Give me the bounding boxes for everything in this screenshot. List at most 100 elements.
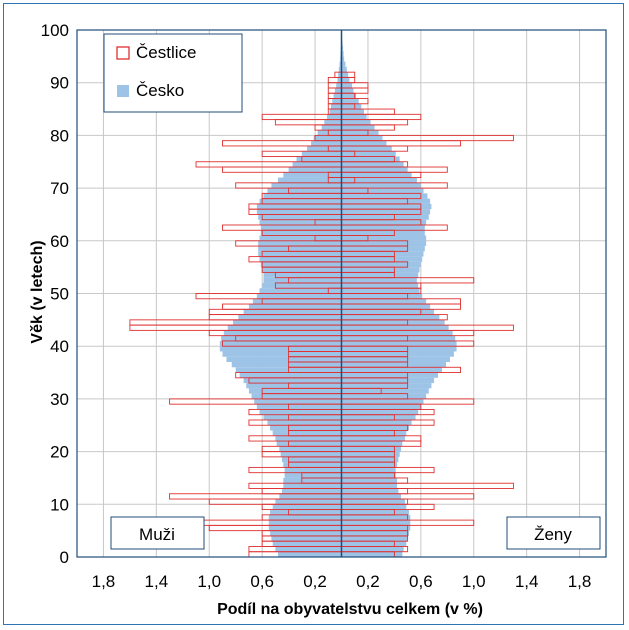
bar-cesko [248, 388, 429, 394]
x-tick-label: 0,2 [356, 572, 380, 591]
x-tick-label: 0,6 [250, 572, 274, 591]
y-tick-label: 70 [50, 179, 69, 198]
bar-cesko [279, 493, 402, 500]
y-tick-label: 50 [50, 285, 69, 304]
bar-cesko [272, 430, 407, 436]
y-tick-label: 0 [60, 548, 69, 567]
bar-cesko [256, 293, 423, 299]
bar-cesko [270, 530, 409, 536]
bar-cesko [283, 477, 398, 484]
bar-cesko [321, 124, 375, 131]
bar-cesko [226, 356, 450, 363]
bar-cesko [235, 367, 443, 373]
bar-cesko [256, 404, 421, 410]
bar-cesko [276, 441, 403, 447]
bar-cesko [267, 188, 424, 194]
bar-cesko [275, 435, 405, 442]
bar-cesko [260, 230, 425, 236]
label-male-box: Muži [110, 516, 205, 550]
bar-cesko [254, 398, 424, 405]
x-axis-title: Podíl na obyvatelstvu celkem (v %) [217, 601, 483, 618]
legend: Čestlice Česko [103, 33, 243, 113]
bar-cesko [338, 72, 349, 78]
legend-swatch-cestlice [116, 46, 130, 60]
bar-cesko [281, 488, 399, 494]
bar-cesko [283, 172, 412, 178]
x-axis-ticks: 1,8 1,4 1,0 0,6 0,2 0,2 0,6 1,0 1,4 1,8 [92, 572, 592, 591]
bar-cesko [270, 509, 409, 515]
label-male: Muži [139, 525, 175, 544]
y-tick-label: 10 [50, 495, 69, 514]
bar-cesko [262, 282, 419, 289]
bar-cesko [270, 425, 409, 431]
bar-cesko [288, 167, 408, 173]
bar-cesko [233, 319, 445, 326]
y-axis-ticks: 0 10 20 30 40 50 60 70 80 90 100 [41, 21, 69, 567]
bar-cesko [248, 304, 431, 310]
x-tick-label: 0,6 [409, 572, 433, 591]
legend-swatch-cesko [117, 85, 129, 97]
y-tick-label: 60 [50, 232, 69, 251]
bar-cesko [326, 114, 367, 120]
bar-cesko [223, 330, 453, 336]
bar-cesko [258, 214, 429, 220]
bar-cesko [272, 541, 407, 547]
y-tick-label: 90 [50, 74, 69, 93]
bar-cesko [252, 298, 427, 305]
y-tick-label: 80 [50, 126, 69, 145]
bar-cesko [263, 193, 428, 199]
x-tick-label: 1,8 [568, 572, 592, 591]
bar-cesko [272, 504, 407, 510]
bar-cesko [243, 309, 435, 315]
x-tick-label: 1,0 [197, 572, 221, 591]
bar-cesko [219, 340, 457, 347]
bar-cesko [243, 377, 435, 384]
bar-cesko [278, 177, 417, 183]
legend-label-cesko: Česko [136, 81, 184, 100]
bar-cesko [275, 546, 404, 552]
bar-cesko [301, 151, 396, 157]
bar-cesko [251, 393, 427, 399]
bar-cesko [239, 372, 439, 378]
y-tick-label: 20 [50, 443, 69, 462]
bar-cesko [284, 472, 396, 478]
label-female-box: Ženy [506, 516, 601, 550]
bar-cesko [246, 383, 432, 389]
bar-cesko [227, 325, 449, 331]
y-tick-label: 100 [41, 21, 69, 40]
bar-cesko [267, 419, 412, 426]
bar-cesko [268, 525, 411, 531]
bar-cesko [259, 409, 419, 415]
bar-cesko [337, 77, 350, 83]
bar-cesko [279, 446, 402, 452]
x-tick-label: 1,4 [145, 572, 169, 591]
y-tick-label: 40 [50, 337, 69, 356]
bar-cesko [296, 156, 400, 162]
bar-cesko [336, 82, 353, 88]
x-tick-label: 0,2 [303, 572, 327, 591]
bar-cesko [278, 551, 403, 557]
bar-cesko [260, 224, 425, 231]
bar-cesko [268, 520, 411, 526]
bar-cesko [324, 119, 371, 125]
bar-cesko [284, 467, 396, 473]
bar-cesko [256, 203, 432, 210]
x-tick-label: 1,8 [92, 572, 116, 591]
bar-cesko [238, 314, 440, 320]
legend-label-cestlice: Čestlice [136, 43, 196, 62]
bar-cesko [281, 456, 399, 463]
bar-cesko [259, 198, 431, 204]
bar-cesko [268, 514, 411, 521]
bar-cesko [263, 414, 416, 420]
bar-cesko [317, 130, 379, 136]
bar-cesko [271, 182, 421, 189]
bar-cesko [271, 535, 408, 542]
bar-cesko [283, 462, 398, 468]
bar-cesko [275, 499, 405, 505]
bar-cesko [332, 98, 359, 104]
bar-cesko [280, 451, 400, 457]
bar-cesko [330, 103, 362, 110]
bar-cesko [222, 351, 454, 357]
y-tick-label: 30 [50, 390, 69, 409]
bar-cesko [283, 483, 398, 489]
